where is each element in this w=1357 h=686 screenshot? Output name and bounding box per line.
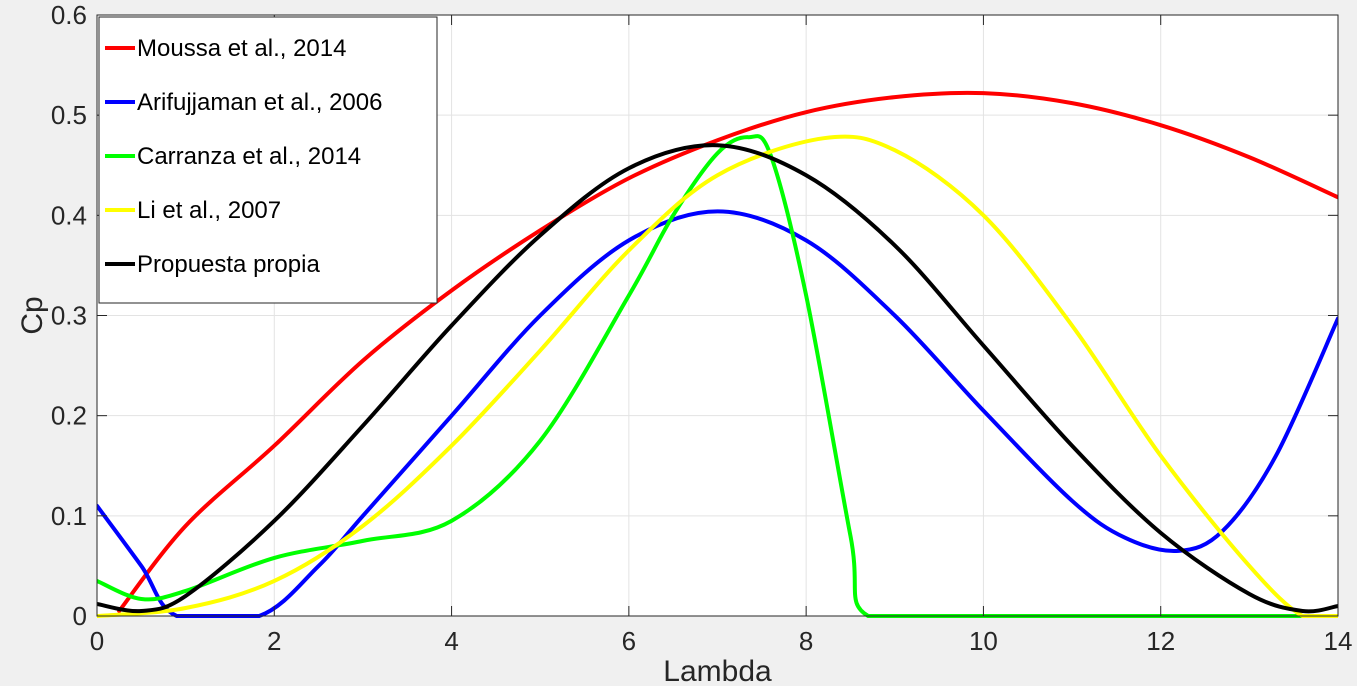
legend-label-li-et-al-2007: Li et al., 2007 <box>137 197 281 224</box>
x-tick-label: 8 <box>799 626 813 656</box>
y-tick-label: 0.4 <box>51 200 87 230</box>
x-tick-label: 12 <box>1146 626 1175 656</box>
y-tick-labels: 0 0.1 0.2 0.3 0.4 0.5 0.6 <box>51 0 87 631</box>
y-tick-label: 0.3 <box>51 301 87 331</box>
legend-label-arifujjaman-et-al-2006: Arifujjaman et al., 2006 <box>137 89 382 116</box>
x-tick-label: 14 <box>1324 626 1353 656</box>
series-line-moussa-et-al-2014 <box>117 90 1338 613</box>
x-tick-label: 10 <box>969 626 998 656</box>
legend-box <box>98 16 438 304</box>
legend-label-moussa-et-al-2014: Moussa et al., 2014 <box>137 35 346 62</box>
x-tick-label: 6 <box>622 626 636 656</box>
legend: Moussa et al., 2014 Arifujjaman et al., 2… <box>98 16 438 304</box>
y-tick-label: 0.6 <box>51 0 87 30</box>
series-layer <box>97 90 1338 618</box>
y-tick-label: 0.1 <box>51 501 87 531</box>
x-tick-labels: 0 2 4 6 8 10 12 14 <box>90 626 1353 656</box>
legend-label-propuesta-propia: Propuesta propia <box>137 251 320 278</box>
y-tick-label: 0 <box>73 601 87 631</box>
x-tick-label: 4 <box>444 626 458 656</box>
x-tick-label: 0 <box>90 626 104 656</box>
series-line-li-et-al-2007 <box>97 134 1338 618</box>
y-tick-label: 0.2 <box>51 401 87 431</box>
legend-label-carranza-et-al-2014: Carranza et al., 2014 <box>137 143 361 170</box>
series-line-arifujjaman-et-al-2006 <box>97 209 1338 618</box>
series-line-propuesta-propia <box>97 143 1338 614</box>
x-axis-label: Lambda <box>663 655 772 686</box>
y-axis-label: Cp <box>16 296 49 334</box>
y-tick-label: 0.5 <box>51 100 87 130</box>
x-tick-label: 2 <box>267 626 281 656</box>
